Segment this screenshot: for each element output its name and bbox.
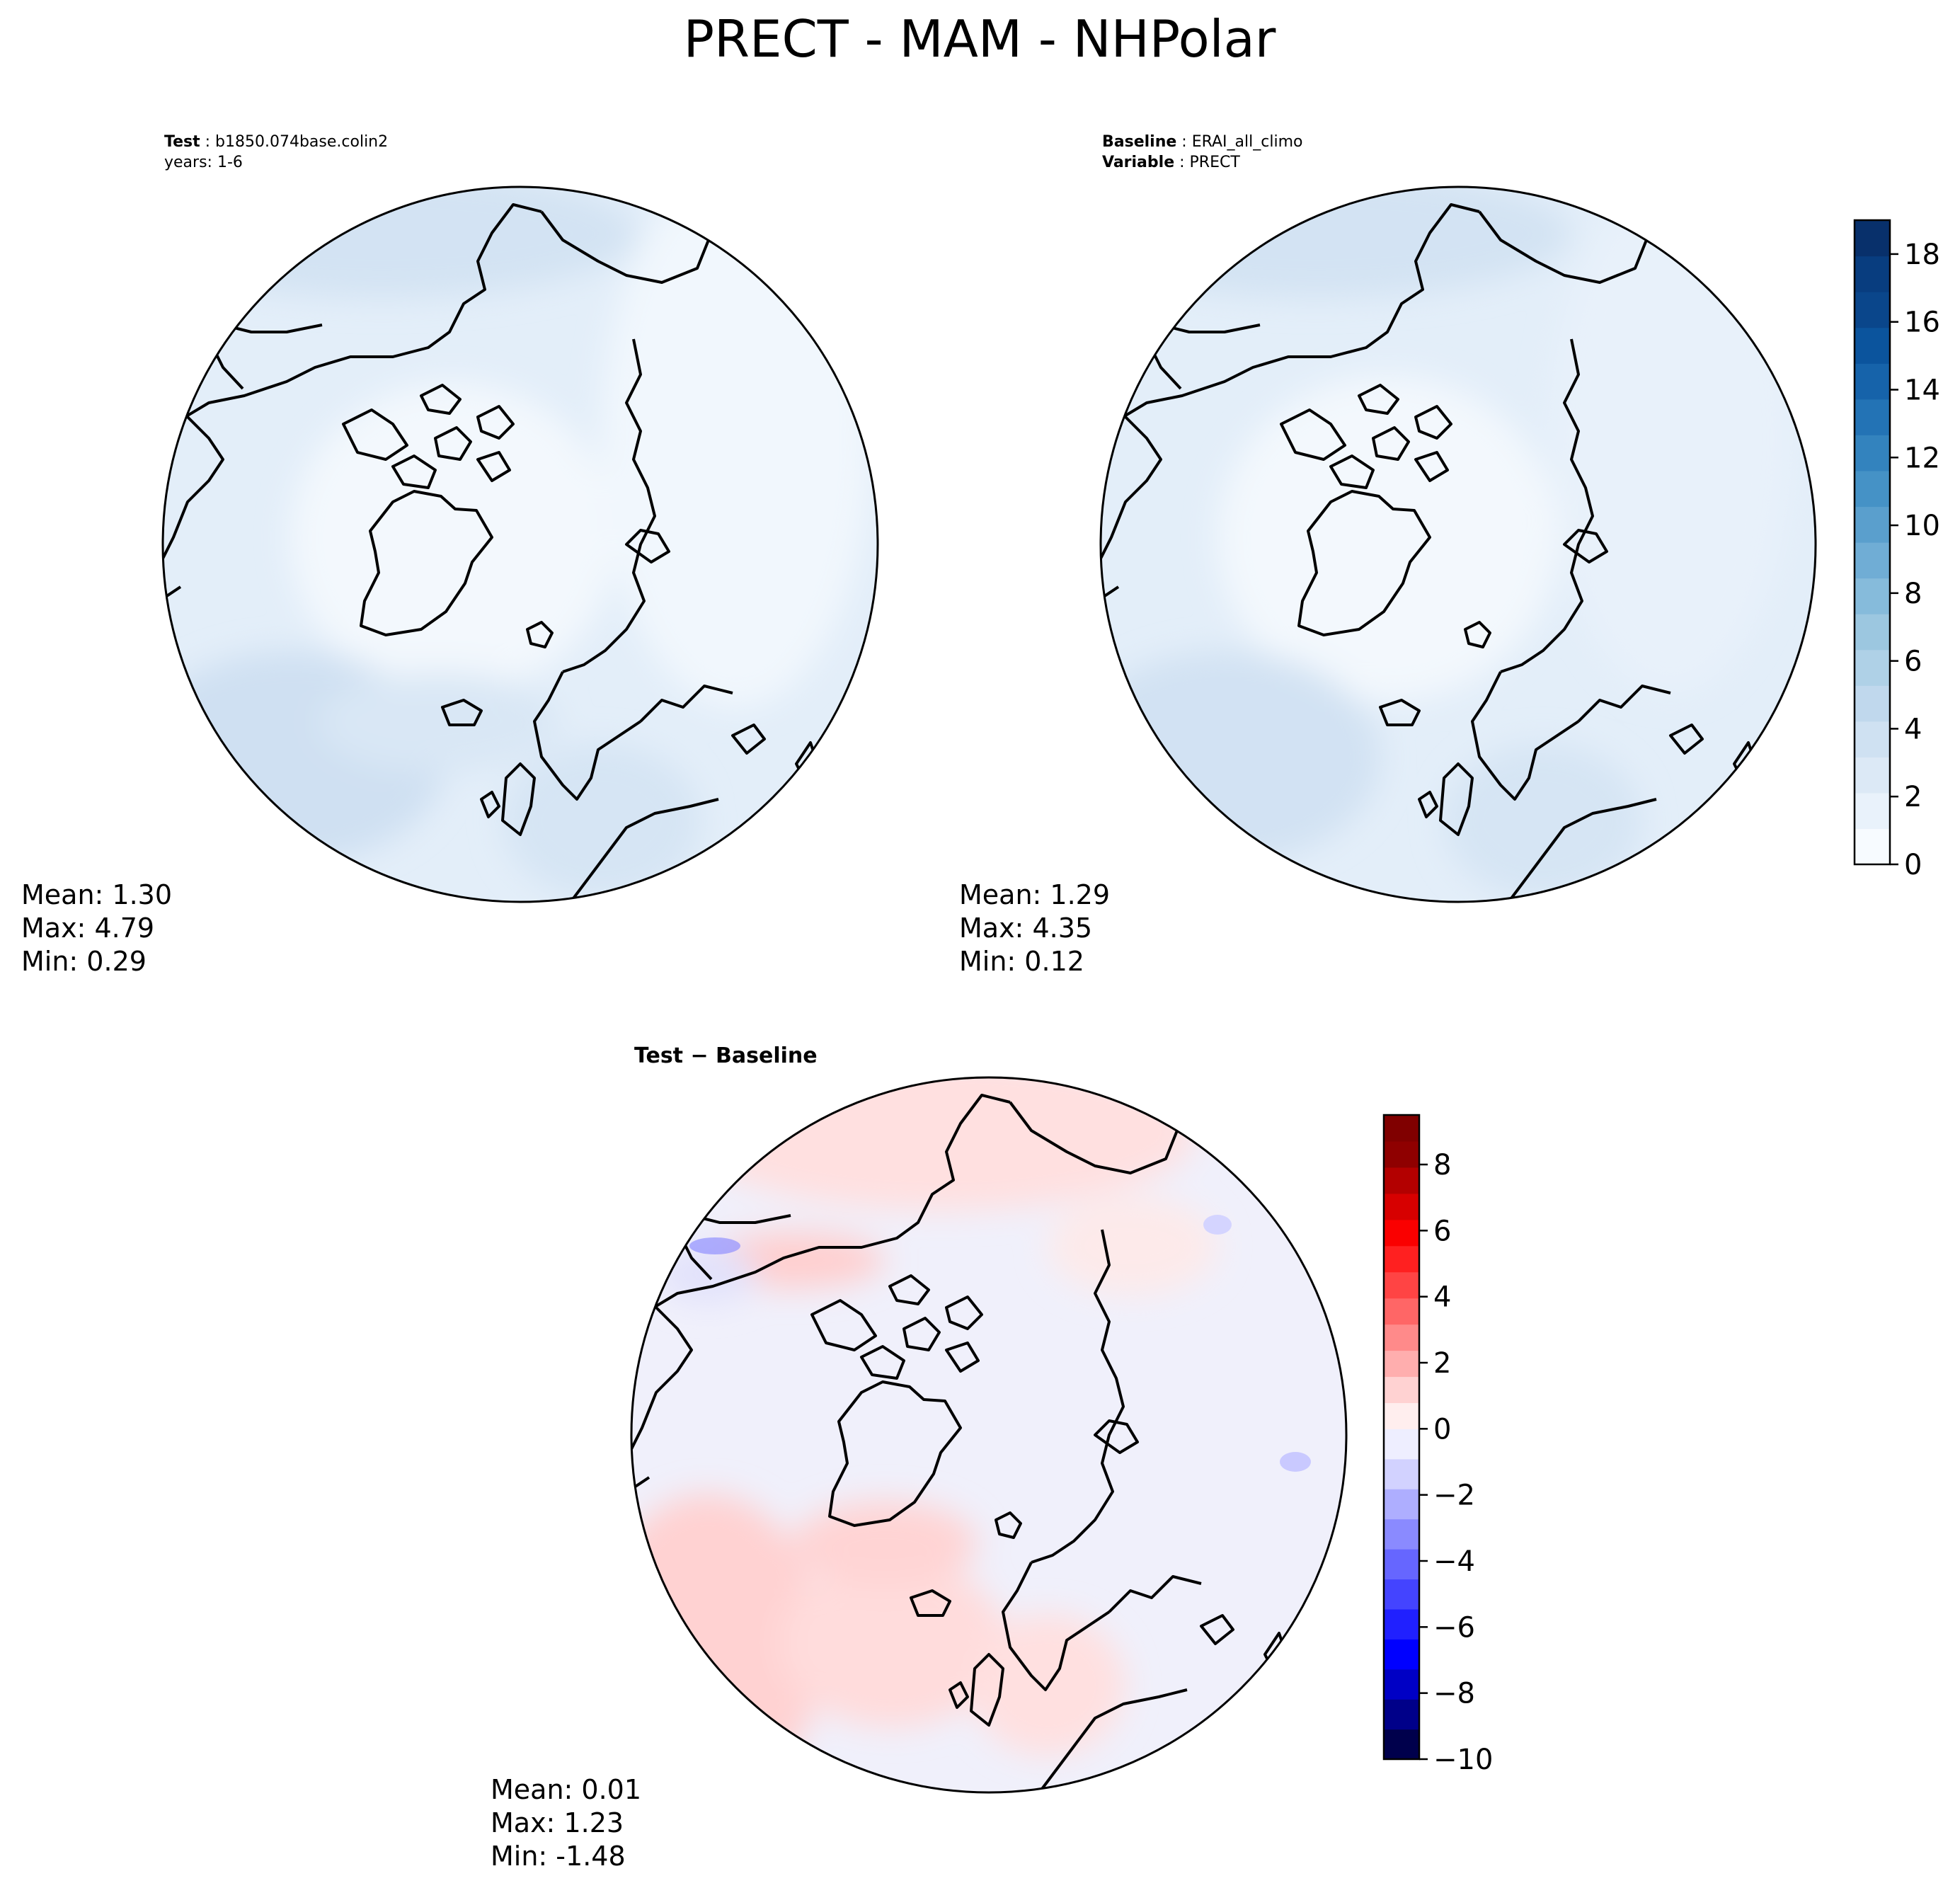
diff-map — [631, 1077, 1346, 1792]
diverging-colorbar-tick-label: −6 — [1433, 1611, 1475, 1644]
diverging-colorbar-color-segment — [1384, 1376, 1419, 1403]
test-stat-mean: Mean: 1.30 — [21, 879, 172, 910]
blues-colorbar-color-segment — [1855, 470, 1890, 508]
baseline-variable-sep: : — [1174, 154, 1189, 171]
diff-stat-max: Max: 1.23 — [491, 1807, 624, 1838]
blues-colorbar-color-segment — [1855, 578, 1890, 614]
diverging-colorbar-color-segment — [1384, 1140, 1419, 1168]
diff-panel: Test − Baseline Mean: 0.01 Max: 1.23 Min… — [491, 1043, 1493, 1872]
test-stat-min: Min: 0.29 — [21, 946, 147, 977]
baseline-variable-line: Variable : PRECT — [1102, 154, 1240, 171]
test-years: years: 1-6 — [164, 154, 243, 171]
test-label-line: Test : b1850.074base.colin2 — [164, 133, 388, 151]
blues-colorbar-color-segment — [1855, 506, 1890, 543]
diverging-colorbar-color-segment — [1384, 1608, 1419, 1640]
diverging-colorbar-tick-label: −10 — [1433, 1744, 1493, 1776]
blues-colorbar-color-segment — [1855, 363, 1890, 400]
blues-colorbar-color-segment — [1855, 649, 1890, 686]
blues-colorbar-tick-label: 10 — [1904, 510, 1940, 542]
blues-colorbar-tick-label: 4 — [1904, 713, 1922, 745]
baseline-label-line: Baseline : ERAI_all_climo — [1102, 133, 1302, 151]
diverging-colorbar-color-segment — [1384, 1324, 1419, 1351]
diverging-colorbar-frame — [1382, 1114, 1421, 1761]
diverging-colorbar-color-segment — [1384, 1489, 1419, 1520]
diverging-colorbar-tick-label: −4 — [1433, 1545, 1475, 1578]
diverging-colorbar-color-segment — [1384, 1729, 1419, 1760]
blues-colorbar-tick-label: 14 — [1904, 374, 1940, 406]
blues-colorbar-tick-label: 0 — [1904, 849, 1922, 881]
blues-colorbar-color-segment — [1855, 721, 1890, 757]
diverging-colorbar-color-segment — [1384, 1518, 1419, 1550]
blues-colorbar-color-segment — [1855, 292, 1890, 328]
diff-map-border — [630, 1076, 1348, 1794]
baseline-label-value: ERAI_all_climo — [1192, 133, 1303, 151]
diverging-colorbar-tick-label: 4 — [1433, 1281, 1451, 1314]
blues-colorbar-tick-label: 8 — [1904, 578, 1922, 610]
blues-colorbar-color-segment — [1855, 828, 1890, 865]
test-label-key: Test — [164, 133, 200, 151]
blues-colorbar-color-segment — [1855, 757, 1890, 794]
blues-colorbar-color-segment — [1855, 327, 1890, 364]
diverging-colorbar-color-segment — [1384, 1271, 1419, 1299]
baseline-map — [1101, 187, 1816, 902]
diverging-colorbar-tick-label: 8 — [1433, 1149, 1451, 1182]
diff-title: Test − Baseline — [634, 1043, 818, 1068]
blues-colorbar-tick-label: 16 — [1904, 307, 1940, 339]
baseline-variable-key: Variable — [1102, 154, 1174, 171]
diverging-colorbar-color-segment — [1384, 1115, 1419, 1142]
diverging-colorbar: −10 −8 −6 −4 −2 0 2 4 6 8 — [1382, 1114, 1493, 1776]
baseline-stat-min: Min: 0.12 — [959, 946, 1084, 977]
test-stat-max: Max: 4.79 — [21, 912, 154, 944]
diverging-colorbar-color-segment — [1384, 1669, 1419, 1700]
diverging-colorbar-color-segment — [1384, 1699, 1419, 1730]
diverging-colorbar-tick-label: −2 — [1433, 1480, 1475, 1512]
test-panel: Test : b1850.074base.colin2 years: 1-6 M… — [21, 133, 879, 977]
figure-title: PRECT - MAM - NHPolar — [684, 9, 1276, 69]
test-map-border — [161, 185, 879, 903]
blues-colorbar-color-segment — [1855, 435, 1890, 471]
baseline-stat-max: Max: 4.35 — [959, 912, 1092, 944]
diverging-colorbar-color-segment — [1384, 1458, 1419, 1489]
baseline-map-border — [1099, 185, 1817, 903]
blues-colorbar-color-segment — [1855, 256, 1890, 292]
blues-colorbar-tick-label: 12 — [1904, 442, 1940, 474]
diverging-colorbar-color-segment — [1384, 1167, 1419, 1194]
baseline-label-key: Baseline — [1102, 133, 1176, 151]
diverging-colorbar-color-segment — [1384, 1298, 1419, 1325]
test-map — [163, 187, 878, 902]
diverging-colorbar-color-segment — [1384, 1193, 1419, 1220]
diff-stat-min: Min: -1.48 — [491, 1841, 626, 1872]
baseline-stat-mean: Mean: 1.29 — [959, 879, 1110, 910]
diverging-colorbar-color-segment — [1384, 1549, 1419, 1580]
blues-colorbar-color-segment — [1855, 792, 1890, 830]
blues-colorbar-tick-label: 6 — [1904, 646, 1922, 678]
blues-colorbar-color-segment — [1855, 399, 1890, 435]
diverging-colorbar-tick-label: 2 — [1433, 1347, 1451, 1380]
baseline-label-sep: : — [1176, 133, 1191, 151]
blues-colorbar-tick-label: 18 — [1904, 239, 1940, 271]
diverging-colorbar-color-segment — [1384, 1639, 1419, 1670]
diverging-colorbar-tick-label: 6 — [1433, 1215, 1451, 1247]
baseline-variable-value: PRECT — [1190, 154, 1241, 171]
test-label-value: b1850.074base.colin2 — [215, 133, 388, 151]
diff-stat-mean: Mean: 0.01 — [491, 1774, 641, 1805]
blues-colorbar-color-segment — [1855, 614, 1890, 651]
diverging-colorbar-color-segment — [1384, 1429, 1419, 1460]
test-label-sep: : — [200, 133, 215, 151]
diverging-colorbar-color-segment — [1384, 1245, 1419, 1273]
diverging-colorbar-color-segment — [1384, 1219, 1419, 1247]
blues-colorbar-tick-label: 2 — [1904, 781, 1922, 813]
blues-colorbar-frame — [1853, 219, 1891, 866]
diverging-colorbar-tick-label: 0 — [1433, 1413, 1451, 1446]
blues-colorbar-color-segment — [1855, 685, 1890, 722]
diverging-colorbar-color-segment — [1384, 1350, 1419, 1378]
blues-colorbar-color-segment — [1855, 220, 1890, 257]
diverging-colorbar-tick-label: −8 — [1433, 1678, 1475, 1710]
baseline-panel: Baseline : ERAI_all_climo Variable : PRE… — [959, 133, 1940, 977]
diverging-colorbar-color-segment — [1384, 1579, 1419, 1610]
diverging-colorbar-color-segment — [1384, 1402, 1419, 1429]
blues-colorbar: 0 2 4 6 8 10 12 14 16 18 — [1853, 219, 1940, 881]
blues-colorbar-color-segment — [1855, 542, 1890, 579]
